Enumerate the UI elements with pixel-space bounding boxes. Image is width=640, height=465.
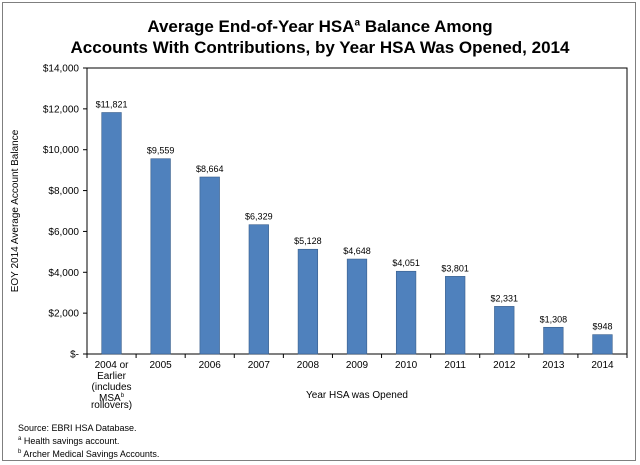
data-label: $6,329 (245, 212, 273, 222)
x-tick-label: 2008 (297, 360, 320, 371)
data-label: $11,821 (96, 100, 128, 110)
data-label: $4,648 (343, 246, 371, 256)
y-tick-label: $14,000 (43, 64, 80, 75)
source-note: Source: EBRI HSA Database. (18, 423, 137, 433)
footnotes: Source: EBRI HSA Database. a Health savi… (18, 423, 159, 460)
bar (346, 258, 368, 355)
x-tick-label: 2011 (444, 360, 466, 371)
y-tick-label: $10,000 (43, 145, 80, 156)
chart-title: Average End-of-Year HSAa Balance Among A… (0, 12, 640, 58)
y-tick-label: $12,000 (43, 104, 80, 115)
x-tick-label: 2014 (591, 360, 614, 371)
x-tick-label: 2012 (493, 360, 516, 371)
x-tick-label: 2010 (395, 360, 418, 371)
data-label: $4,051 (392, 258, 420, 268)
y-axis-title: EOY 2014 Average Account Balance (10, 129, 21, 292)
bar (445, 276, 466, 355)
footnote-b: b Archer Medical Savings Accounts. (18, 449, 160, 459)
data-label: $9,559 (147, 146, 175, 156)
data-label: $8,664 (196, 164, 224, 174)
bar (199, 176, 220, 355)
x-tick-label: 2005 (150, 360, 173, 371)
data-label: $5,128 (294, 236, 322, 246)
title-line-2: Accounts With Contributions, by Year HSA… (70, 37, 570, 57)
x-tick-label: 2007 (248, 360, 271, 371)
bar (297, 248, 319, 355)
x-tick-label: 2013 (542, 360, 565, 371)
y-tick-label: $2,000 (48, 309, 79, 320)
x-axis-title: Year HSA was Opened (306, 390, 408, 401)
data-label: $948 (592, 322, 612, 332)
bar (150, 158, 171, 355)
y-tick-label: $6,000 (48, 227, 79, 238)
plot-area: $- $2,000 $4,000 $6,000 $8,000 $10,000 $12,000… (10, 64, 628, 411)
data-label: $1,308 (540, 314, 568, 324)
x-tick-label: 2009 (346, 360, 369, 371)
y-tick-label: $4,000 (48, 268, 79, 279)
bar (494, 306, 515, 355)
x-tick-label: 2004 or Earlier (includes MSAb rollovers) (91, 360, 132, 411)
bar (592, 334, 613, 355)
x-tick-label: 2006 (199, 360, 222, 371)
bar (395, 270, 417, 355)
y-tick-label: $8,000 (48, 186, 79, 197)
data-label: $2,331 (491, 293, 519, 303)
title-line-1: Average End-of-Year HSAa Balance Among (147, 16, 493, 36)
bar (101, 112, 122, 355)
data-label: $3,801 (441, 263, 469, 273)
bar (543, 326, 564, 355)
bar (248, 224, 269, 355)
y-tick-label: $- (70, 350, 79, 361)
footnote-a: a Health savings account. (18, 436, 120, 446)
